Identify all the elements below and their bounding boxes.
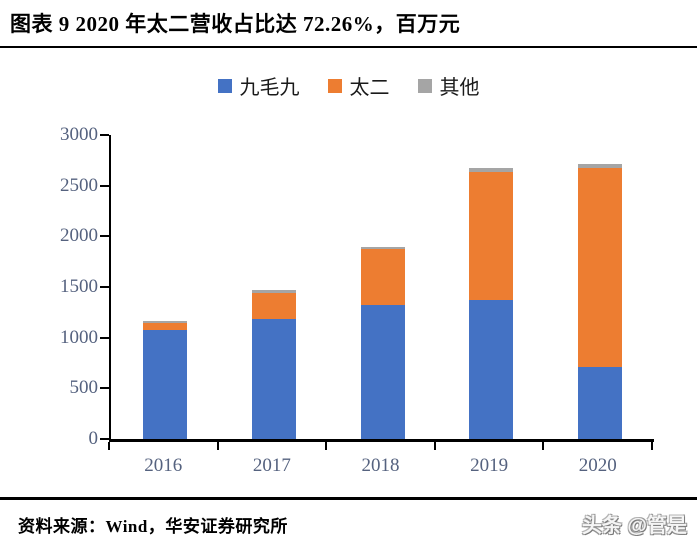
x-axis-tick-label: 2020 bbox=[578, 455, 617, 476]
bar-segment-其他-2016 bbox=[143, 321, 188, 324]
legend-item-jiumaojiu: 九毛九 bbox=[217, 71, 300, 100]
chart-legend: 九毛九 太二 其他 bbox=[0, 71, 697, 100]
bar-segment-太二-2019 bbox=[469, 171, 514, 301]
x-axis-tick bbox=[433, 442, 436, 450]
legend-item-other: 其他 bbox=[417, 71, 480, 100]
y-axis-tick-label: 3000 bbox=[60, 124, 98, 145]
x-axis-tick bbox=[651, 442, 653, 450]
y-axis-tick-label: 2000 bbox=[60, 225, 98, 247]
bar-segment-九毛九-2016 bbox=[143, 329, 188, 439]
x-axis-tick bbox=[325, 442, 328, 450]
bar-segment-九毛九-2018 bbox=[360, 304, 405, 439]
footer-divider-line bbox=[0, 497, 697, 500]
legend-swatch-taier-icon bbox=[327, 78, 342, 93]
y-axis-tick bbox=[100, 134, 109, 136]
bar-segment-九毛九-2020 bbox=[577, 366, 622, 439]
bar-segment-太二-2016 bbox=[143, 323, 188, 330]
x-axis-tick-label: 2018 bbox=[361, 455, 400, 476]
y-axis-tick-label: 500 bbox=[69, 377, 99, 399]
legend-swatch-other-icon bbox=[417, 78, 432, 93]
figure-title: 图表 9 2020 年太二营收占比达 72.26%，百万元 bbox=[10, 12, 461, 36]
bar-segment-太二-2018 bbox=[360, 249, 405, 305]
y-axis-tick-label: 0 bbox=[88, 428, 99, 449]
x-axis-tick-label: 2017 bbox=[252, 455, 291, 476]
y-axis-tick bbox=[100, 336, 109, 339]
legend-swatch-jiumaojiu-icon bbox=[217, 78, 232, 93]
title-divider-line bbox=[0, 46, 697, 48]
x-axis-tick-label: 2019 bbox=[470, 455, 509, 476]
y-axis-tick bbox=[100, 387, 109, 390]
bar-segment-太二-2017 bbox=[251, 293, 296, 319]
bar-segment-九毛九-2017 bbox=[251, 318, 296, 439]
bar-segment-其他-2018 bbox=[360, 247, 405, 250]
bar-segment-太二-2020 bbox=[577, 168, 622, 367]
x-axis-tick bbox=[108, 442, 110, 450]
x-axis-tick-label: 2016 bbox=[144, 455, 183, 476]
y-axis-tick bbox=[100, 235, 109, 238]
bar-segment-其他-2020 bbox=[577, 163, 622, 169]
y-axis-tick-label: 1500 bbox=[60, 276, 98, 297]
bar-segment-九毛九-2019 bbox=[469, 300, 514, 439]
legend-item-taier: 太二 bbox=[327, 71, 390, 100]
source-note: 资料来源：Wind，华安证券研究所 bbox=[18, 517, 288, 536]
bar-segment-其他-2017 bbox=[251, 290, 296, 294]
x-axis-tick bbox=[542, 442, 545, 450]
legend-label-taier: 太二 bbox=[349, 77, 390, 99]
y-axis-tick bbox=[100, 438, 109, 440]
y-axis-tick-label: 1000 bbox=[60, 326, 98, 348]
chart-plot-area bbox=[109, 135, 654, 442]
y-axis-tick-label: 2500 bbox=[60, 174, 98, 196]
bar-segment-其他-2019 bbox=[469, 168, 514, 172]
y-axis-tick bbox=[100, 184, 109, 187]
watermark: 头条 @管是 bbox=[581, 515, 687, 537]
y-axis-tick bbox=[100, 286, 109, 288]
x-axis-tick bbox=[216, 442, 219, 450]
legend-label-jiumaojiu: 九毛九 bbox=[239, 77, 300, 99]
legend-label-other: 其他 bbox=[439, 77, 480, 99]
